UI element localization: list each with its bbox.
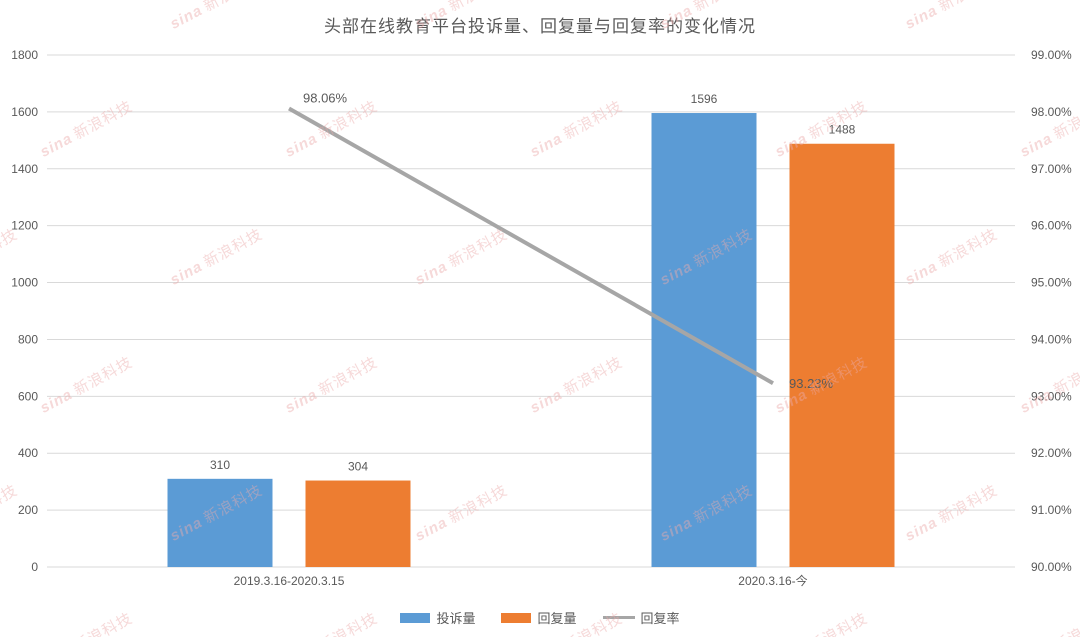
bar-投诉量-2019.3.16-2020.3.15 (167, 478, 273, 567)
right-axis-tick-label: 93.00% (1031, 389, 1072, 403)
legend-item-replies: 回复量 (501, 608, 577, 627)
right-axis-tick-label: 94.00% (1031, 332, 1072, 346)
category-label: 2020.3.16-今 (738, 573, 807, 588)
line-回复率 (288, 106, 774, 385)
bar-value-label: 1596 (691, 92, 718, 106)
left-axis-tick-label: 0 (31, 560, 38, 574)
left-axis-tick-label: 1800 (11, 48, 38, 62)
legend: 投诉量 回复量 回复率 (0, 608, 1080, 627)
right-axis-tick-label: 95.00% (1031, 276, 1072, 290)
left-axis-tick-label: 1600 (11, 105, 38, 119)
bar-投诉量-2020.3.16-今 (651, 113, 757, 567)
legend-swatch-complaints-icon (400, 612, 431, 623)
legend-item-complaints: 投诉量 (400, 608, 475, 627)
bar-回复量-2019.3.16-2020.3.15 (305, 480, 411, 567)
legend-label-replies: 回复量 (537, 611, 577, 626)
right-axis-tick-label: 99.00% (1031, 48, 1072, 62)
legend-label-reply-rate: 回复率 (640, 611, 680, 626)
legend-swatch-replies-icon (501, 612, 532, 623)
left-axis-tick-label: 200 (18, 503, 38, 517)
bar-value-label: 304 (348, 460, 368, 474)
left-axis-tick-label: 400 (18, 446, 38, 460)
left-axis-tick-label: 1400 (11, 162, 38, 176)
legend-item-reply-rate: 回复率 (602, 608, 680, 627)
right-axis-tick-label: 90.00% (1031, 560, 1072, 574)
chart-title: 头部在线教育平台投诉量、回复量与回复率的变化情况 (324, 17, 756, 36)
line-value-label: 98.06% (303, 90, 348, 105)
right-axis-tick-label: 97.00% (1031, 162, 1072, 176)
bar-回复量-2020.3.16-今 (789, 143, 895, 567)
left-axis-tick-label: 600 (18, 389, 38, 403)
right-axis-tick-label: 92.00% (1031, 446, 1072, 460)
left-axis-tick-label: 1200 (11, 219, 38, 233)
bar-value-label: 1488 (829, 123, 856, 137)
left-axis-tick-label: 800 (18, 332, 38, 346)
right-axis-tick-label: 91.00% (1031, 503, 1072, 517)
bar-value-label: 310 (210, 458, 230, 472)
line-value-label: 93.23% (789, 376, 834, 391)
legend-swatch-reply-rate-icon (602, 616, 635, 619)
right-axis-tick-label: 98.00% (1031, 105, 1072, 119)
legend-label-complaints: 投诉量 (436, 611, 476, 626)
right-axis-tick-label: 96.00% (1031, 219, 1072, 233)
left-axis-tick-label: 1000 (11, 276, 38, 290)
category-label: 2019.3.16-2020.3.15 (234, 574, 345, 588)
